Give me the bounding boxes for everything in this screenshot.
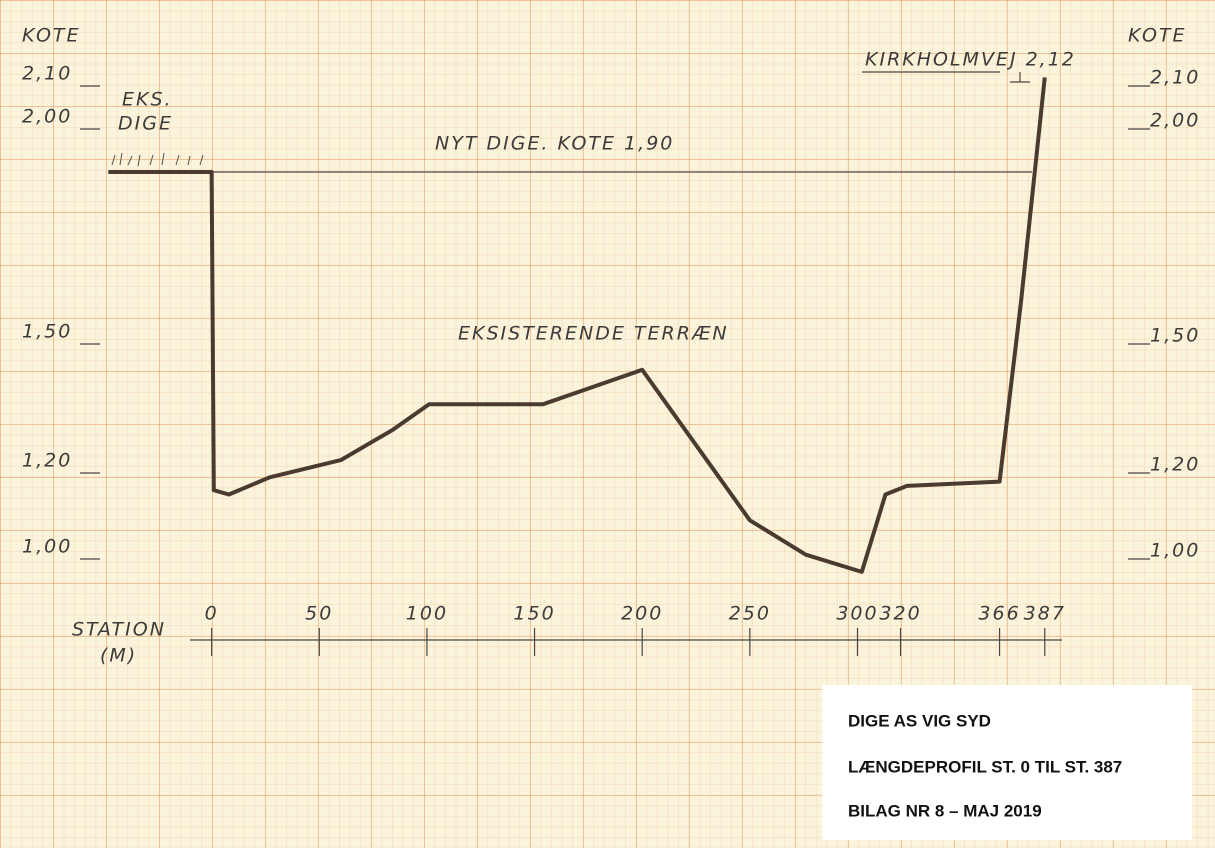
- x-axis-label: (M): [100, 645, 137, 667]
- x-axis-label: STATION: [72, 619, 166, 641]
- y2-tick-label: 1,00: [1150, 540, 1200, 562]
- y-tick-label: 1,50: [22, 321, 72, 343]
- x-tick-label: 50: [305, 603, 333, 625]
- series-label: EKSISTERENDE TERRÆN: [458, 323, 729, 345]
- y2-tick-label: 1,20: [1150, 454, 1200, 476]
- x-tick-label: 366: [978, 603, 1020, 625]
- road-label: KIRKHOLMVEJ 2,12: [865, 49, 1076, 71]
- x-tick-label: 250: [729, 603, 771, 625]
- x-tick-label: 100: [406, 603, 448, 625]
- y-tick-label: 2,00: [22, 106, 72, 128]
- dike-label: EKS.: [122, 89, 173, 111]
- title-block-line: LÆNGDEPROFIL ST. 0 TIL ST. 387: [848, 757, 1122, 776]
- y-axis-label: KOTE: [22, 25, 81, 47]
- x-tick-label: 387: [1024, 603, 1066, 625]
- y2-tick-label: 1,50: [1150, 325, 1200, 347]
- x-tick-label: 150: [513, 603, 555, 625]
- chart: KOTE KOTE EKS. DIGE KIRKHOLMVEJ 2,12 STA…: [0, 0, 1215, 848]
- title-block-line: BILAG NR 8 – MAJ 2019: [848, 801, 1042, 820]
- y-tick-label: 2,10: [22, 63, 72, 85]
- y-tick-label: 1,00: [22, 536, 72, 558]
- design-level-label: NYT DIGE. KOTE 1,90: [435, 133, 674, 155]
- y2-tick-label: 2,00: [1150, 110, 1200, 132]
- title-block-line: DIGE AS VIG SYD: [848, 711, 991, 730]
- y2-axis-label: KOTE: [1128, 25, 1187, 47]
- x-tick-label: 200: [621, 603, 663, 625]
- y-tick-label: 1,20: [22, 450, 72, 472]
- x-tick-label: 320: [879, 603, 921, 625]
- x-tick-label: 300: [836, 603, 878, 625]
- dike-label: DIGE: [118, 113, 173, 135]
- y2-tick-label: 2,10: [1150, 67, 1200, 89]
- x-tick-label: 0: [205, 603, 219, 625]
- grass: [112, 153, 203, 166]
